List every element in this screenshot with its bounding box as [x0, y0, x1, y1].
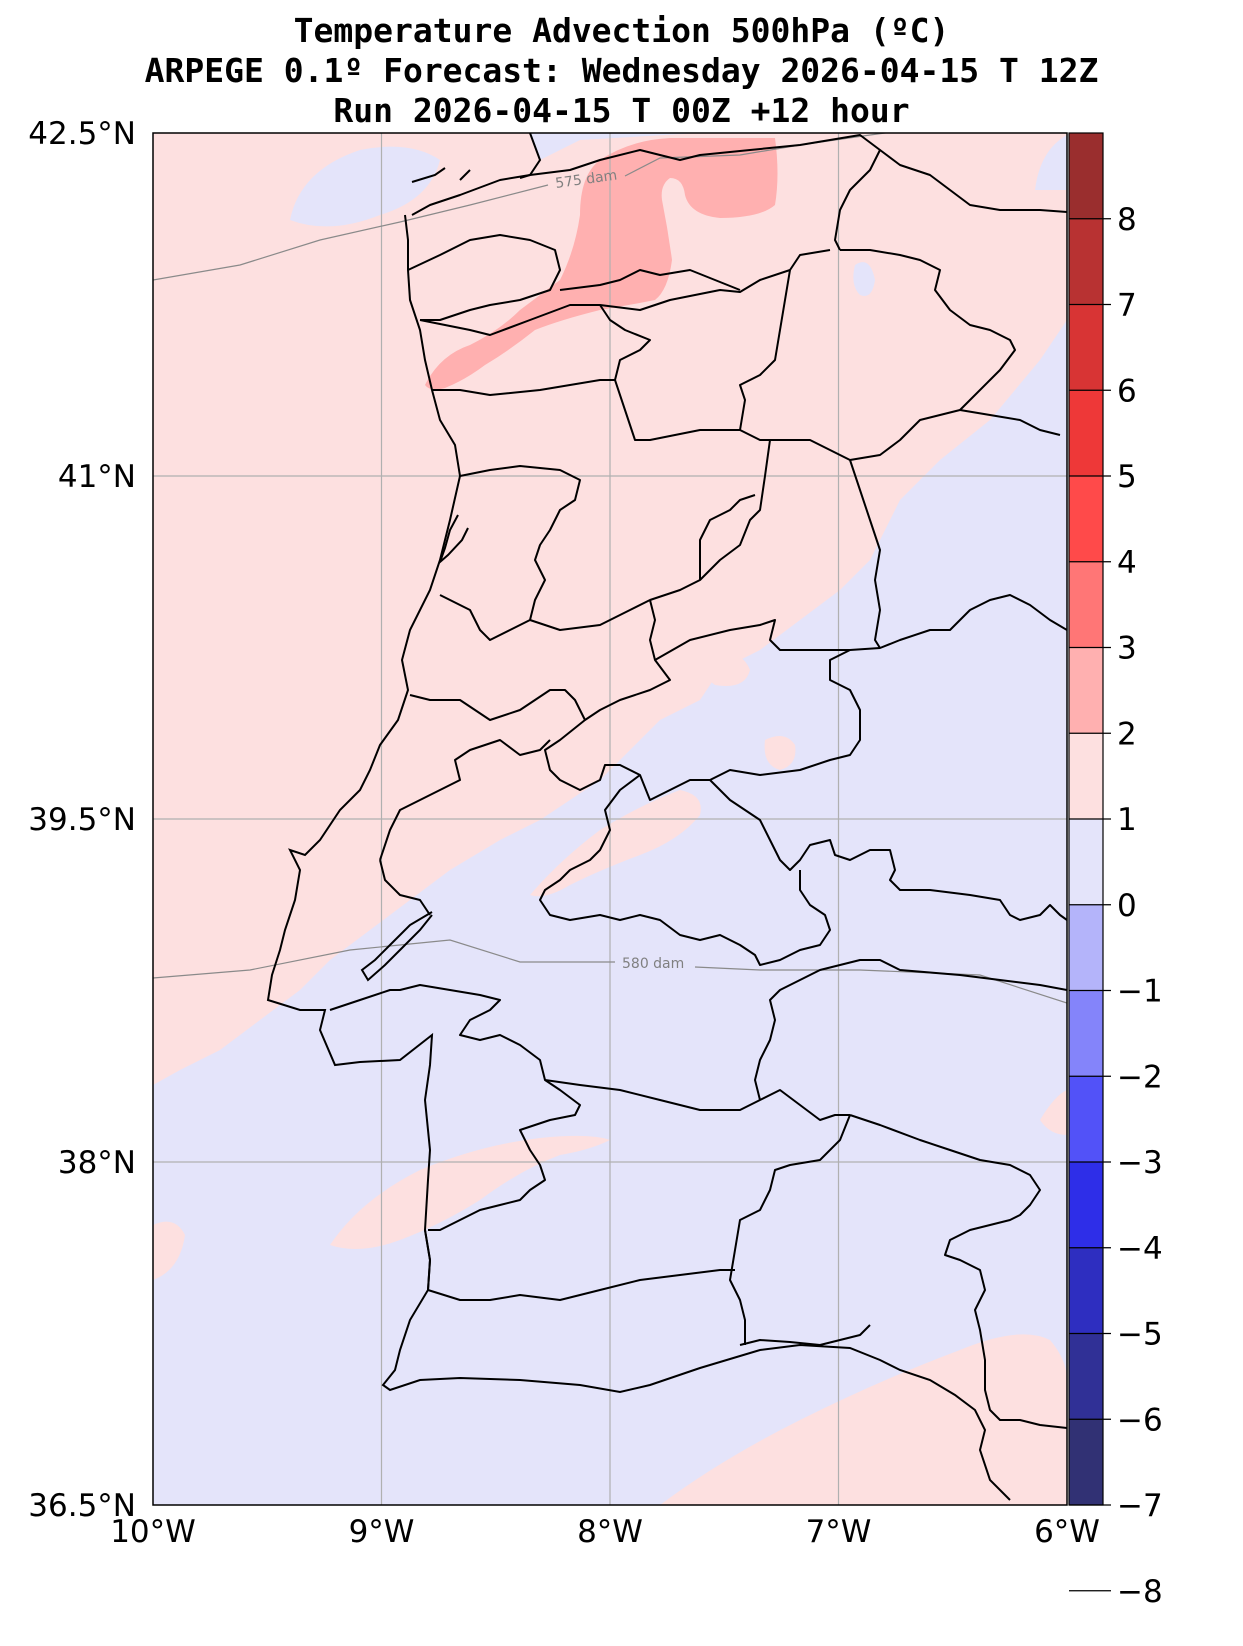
colorbar-label: 2: [1117, 716, 1137, 752]
colorbar-segment: [1069, 819, 1103, 906]
colorbar-label: 0: [1117, 888, 1137, 924]
lat-tick-label: 42.5°N: [28, 116, 136, 152]
colorbar-label: 8: [1117, 202, 1137, 238]
contour-label-580: 580 dam: [622, 956, 684, 972]
negative-advection-pocket: [853, 262, 875, 296]
longitude-labels: 10°W 9°W 8°W 7°W 6°W: [110, 1514, 1100, 1550]
positive-advection-region-center: [703, 652, 750, 686]
colorbar-segment: [1069, 1419, 1103, 1506]
colorbar-segment: [1069, 990, 1103, 1077]
colorbar-label: 1: [1117, 802, 1137, 838]
height-contour-575: [153, 133, 890, 281]
colorbar-segment: [1069, 733, 1103, 820]
colorbar-label: −4: [1117, 1231, 1163, 1267]
chart-title-line-2: ARPEGE 0.1º Forecast: Wednesday 2026-04-…: [144, 51, 1099, 90]
height-contour-580: [153, 939, 1067, 1004]
colorbar-segment: [1069, 476, 1103, 563]
colorbar-segment: [1069, 904, 1103, 991]
lon-tick-label: 8°W: [577, 1514, 643, 1550]
negative-advection-pocket: [1035, 135, 1067, 190]
colorbar-label: −5: [1117, 1317, 1163, 1353]
colorbar-label: −2: [1117, 1059, 1163, 1095]
lat-tick-label: 39.5°N: [28, 802, 136, 838]
colorbar-label: −6: [1117, 1402, 1163, 1438]
lon-tick-label: 9°W: [349, 1514, 415, 1550]
colorbar-label: 6: [1117, 373, 1137, 409]
chart-title-line-1: Temperature Advection 500hPa (ºC): [293, 11, 950, 50]
lon-tick-label: 6°W: [1034, 1514, 1100, 1550]
colorbar-label: −8: [1117, 1574, 1163, 1610]
positive-advection-region-south: [330, 1135, 610, 1249]
lat-tick-label: 38°N: [58, 1145, 136, 1181]
positive-advection-region-center: [764, 736, 796, 770]
colorbar-segment: [1069, 218, 1103, 305]
colorbar-label: −1: [1117, 974, 1163, 1010]
graticule: [153, 133, 1067, 1505]
map-frame: [152, 132, 1068, 1506]
colorbar: 8 7 6 5 4 3 2 1 0 −1 −2 −3 −4 −5 −6 −7 −8: [1068, 132, 1163, 1610]
colorbar-label: 5: [1117, 459, 1137, 495]
negative-advection-pocket: [290, 146, 440, 227]
lon-tick-label: 7°W: [806, 1514, 872, 1550]
colorbar-segment: [1069, 1247, 1103, 1334]
lat-tick-label: 41°N: [58, 459, 136, 495]
latitude-labels: 42.5°N 41°N 39.5°N 38°N 36.5°N: [28, 116, 136, 1524]
colorbar-segment: [1069, 647, 1103, 734]
colorbar-segment: [1069, 304, 1103, 391]
chart-title-line-3: Run 2026-04-15 T 00Z +12 hour: [333, 91, 910, 130]
colorbar-label: 7: [1117, 288, 1137, 324]
colorbar-label: 3: [1117, 631, 1137, 667]
positive-advection-region-south: [1040, 1090, 1067, 1135]
colorbar-label: −3: [1117, 1145, 1163, 1181]
map-panel: 575 dam 580 dam: [153, 133, 1067, 1505]
positive-advection-region-south: [153, 1221, 185, 1280]
tagus-estuary: [360, 911, 433, 982]
colorbar-label: −7: [1117, 1488, 1163, 1524]
colorbar-segment: [1069, 1076, 1103, 1163]
administrative-borders: [329, 134, 1067, 1429]
colorbar-segment: [1069, 1333, 1103, 1420]
lon-tick-label: 10°W: [110, 1514, 196, 1550]
positive-advection-region-south: [660, 1334, 1067, 1505]
colorbar-segment: [1069, 561, 1103, 648]
colorbar-segment: [1069, 133, 1103, 220]
lat-tick-label: 36.5°N: [28, 1488, 136, 1524]
colorbar-segment: [1069, 390, 1103, 477]
colorbar-segment: [1069, 1162, 1103, 1249]
ria-de-aveiro: [437, 514, 469, 566]
colorbar-label: 4: [1117, 545, 1137, 581]
